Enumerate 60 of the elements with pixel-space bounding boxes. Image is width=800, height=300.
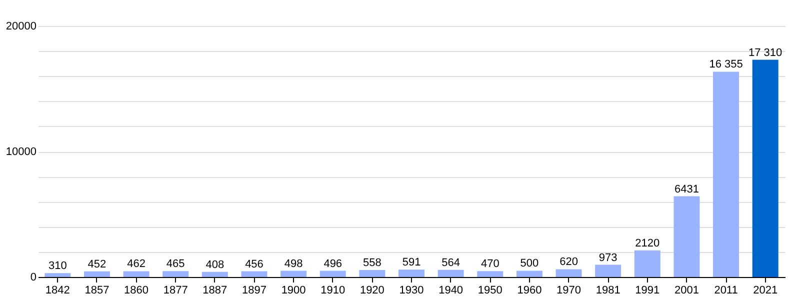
bar (359, 270, 386, 277)
bar (674, 196, 700, 277)
x-tick-label: 1897 (242, 284, 266, 296)
data-label: 2120 (635, 237, 660, 250)
bar (162, 271, 189, 277)
bar (84, 271, 110, 277)
data-label: 620 (560, 256, 578, 268)
data-label: 496 (324, 258, 342, 270)
x-tick-label: 1842 (45, 284, 70, 296)
x-tick-label: 1970 (556, 284, 582, 296)
bar (398, 270, 424, 277)
x-tick-label: 1930 (399, 284, 424, 296)
bar (713, 72, 740, 277)
bar (123, 271, 150, 277)
x-tick-label: 2011 (714, 284, 738, 296)
bar (202, 272, 228, 277)
x-tick-label: 1910 (320, 284, 346, 296)
bar (438, 270, 464, 277)
data-label: 310 (48, 260, 67, 272)
bar (752, 60, 778, 277)
x-tick-label: 1900 (281, 284, 306, 296)
bar (516, 270, 542, 277)
bar (556, 269, 582, 277)
bar (634, 250, 660, 277)
bar (241, 271, 268, 277)
bar (595, 264, 622, 277)
x-tick-label: 1920 (360, 284, 384, 296)
data-label: 17 310 (748, 46, 782, 59)
x-tick-label: 2021 (753, 284, 778, 296)
x-tick-label: 1860 (124, 284, 149, 296)
x-tick-label: 1991 (635, 284, 660, 296)
data-label: 6431 (674, 183, 699, 196)
x-tick-label: 1940 (438, 284, 464, 296)
x-tick-label: 1887 (202, 284, 228, 296)
data-label: 456 (245, 258, 264, 270)
data-label: 591 (402, 256, 421, 269)
data-label: 973 (598, 252, 618, 264)
x-tick-label: 1950 (478, 284, 502, 296)
data-label: 498 (284, 258, 303, 270)
bar (477, 271, 504, 277)
data-label: 408 (206, 258, 224, 271)
x-tick-label: 2001 (674, 284, 699, 296)
data-label: 500 (520, 258, 539, 270)
data-label: 470 (480, 258, 500, 270)
x-tick-label: 1857 (84, 284, 110, 296)
y-tick-label: 20000 (6, 20, 36, 32)
data-label: 564 (442, 256, 460, 269)
x-tick-label: 1877 (163, 284, 188, 296)
x-tick-label: 1981 (596, 284, 620, 296)
data-label: 465 (166, 258, 185, 270)
x-tick-label: 1960 (517, 284, 542, 296)
data-label: 16 355 (709, 58, 743, 71)
data-label: 462 (127, 258, 146, 270)
bar (280, 270, 307, 277)
bar (44, 273, 71, 277)
data-label: 452 (88, 258, 106, 270)
bar (320, 270, 346, 277)
y-tick-label: 10000 (6, 146, 36, 158)
data-label: 558 (363, 256, 382, 269)
y-tick-label: 0 (30, 272, 36, 284)
